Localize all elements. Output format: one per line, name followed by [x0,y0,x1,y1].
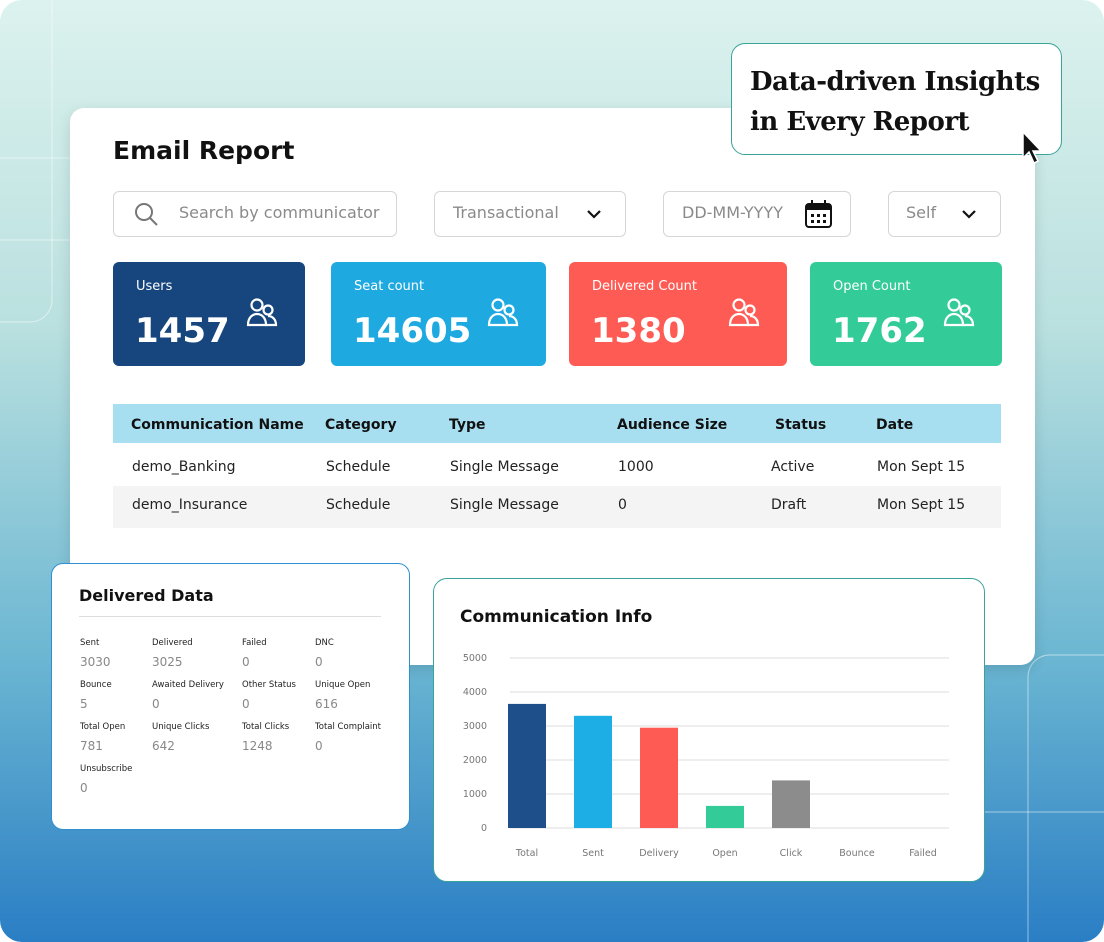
stat-value: 1762 [832,311,927,351]
users-icon [246,298,278,327]
x-tick-label: Failed [909,848,937,859]
metric-value: 3025 [152,655,183,669]
table-cell: Mon Sept 15 [877,459,966,475]
callout: Data-driven Insights in Every Report [731,43,1062,155]
column-header: Status [775,417,827,433]
bar [706,805,744,828]
table-cell: Schedule [326,459,391,475]
metric-value: 0 [315,655,323,669]
search-box[interactable] [113,191,397,237]
metric-value: 3030 [80,655,111,669]
divider [79,616,381,617]
y-tick-label: 4000 [463,687,487,698]
table-cell: 0 [618,497,627,513]
table-row-bg [113,486,1001,528]
metric-value: 0 [152,697,160,711]
metric-value: 781 [80,739,103,753]
metric-value: 0 [80,781,88,795]
bar [508,703,546,828]
metric-value: 5 [80,697,88,711]
cursor [1022,130,1043,165]
column-header: Audience Size [617,417,728,433]
metric-label: DNC [315,638,334,648]
table-cell: Single Message [450,459,559,475]
metric-label: Total Open [80,722,126,732]
table-cell: Draft [771,497,807,513]
table-cell: demo_Banking [132,459,236,475]
column-header: Communication Name [131,417,304,433]
date-placeholder: DD-MM-YYYY [682,203,783,222]
metric-label: Awaited Delivery [152,680,224,690]
x-tick-label: Bounce [839,848,875,859]
chart-title: Communication Info [460,607,652,627]
panel-title: Delivered Data [79,586,214,605]
users-icon [943,298,975,327]
stat-card [810,262,1002,366]
search-icon [135,203,158,226]
metric-value: 0 [242,697,250,711]
metric-label: Total Complaint [315,722,382,732]
metric-label: Delivered [152,638,193,648]
users-icon [728,298,760,327]
chart: Communication Info 0 1000 2000 3000 4000 5000 T… [460,607,949,859]
x-tick-label: Click [780,848,803,859]
metric-value: 0 [315,739,323,753]
x-tick-label: Total [515,848,538,859]
stat-label: Users [136,279,173,294]
metric-label: Unique Open [315,680,371,690]
chevron [962,210,976,219]
x-tick-label: Delivery [639,848,679,859]
search-placeholder: Search by communicator [179,203,380,222]
scope-value: Self [906,203,937,222]
metric-value: 0 [242,655,250,669]
stat-label: Open Count [833,279,911,294]
scope-select[interactable] [888,191,1001,237]
table-cell: Single Message [450,497,559,513]
metric-label: Failed [242,638,267,648]
metric-label: Sent [80,638,100,648]
y-tick-label: 0 [481,823,487,834]
y-tick-label: 3000 [463,721,487,732]
x-tick-label: Sent [582,848,604,859]
bar [640,727,678,828]
column-header: Category [325,417,397,433]
metric-label: Unsubscribe [80,764,133,774]
table-cell: Schedule [326,497,391,513]
metric-label: Other Status [242,680,296,690]
column-header: Type [449,417,486,433]
stat-label: Seat count [354,279,425,294]
users-icon [487,298,519,327]
table-header [113,404,1001,443]
column-header: Date [876,417,914,433]
table-cell: demo_Insurance [132,497,248,513]
stat-card [113,262,305,366]
y-tick-label: 1000 [463,789,487,800]
calendar-icon [805,200,832,228]
stat-value: 14605 [353,311,472,351]
type-value: Transactional [453,203,559,222]
stat-value: 1457 [135,311,230,351]
stat-label: Delivered Count [592,279,697,294]
table-cell: Mon Sept 15 [877,497,966,513]
metric-value: 616 [315,697,338,711]
delivered-panel [51,563,410,830]
metric-label: Bounce [80,680,112,690]
bar [772,780,810,828]
table-cell: 1000 [618,459,654,475]
bar [574,715,612,828]
metric-label: Unique Clicks [152,722,210,732]
y-tick-label: 2000 [463,755,487,766]
stat-value: 1380 [591,311,686,351]
y-tick-label: 5000 [463,653,487,664]
report-title: Email Report [113,136,295,165]
metric-value: 642 [152,739,175,753]
metric-label: Total Clicks [242,722,290,732]
table-cell: Active [771,459,815,475]
x-tick-label: Open [712,848,737,859]
type-select[interactable] [434,191,626,237]
chevron [587,210,601,219]
metric-value: 1248 [242,739,273,753]
